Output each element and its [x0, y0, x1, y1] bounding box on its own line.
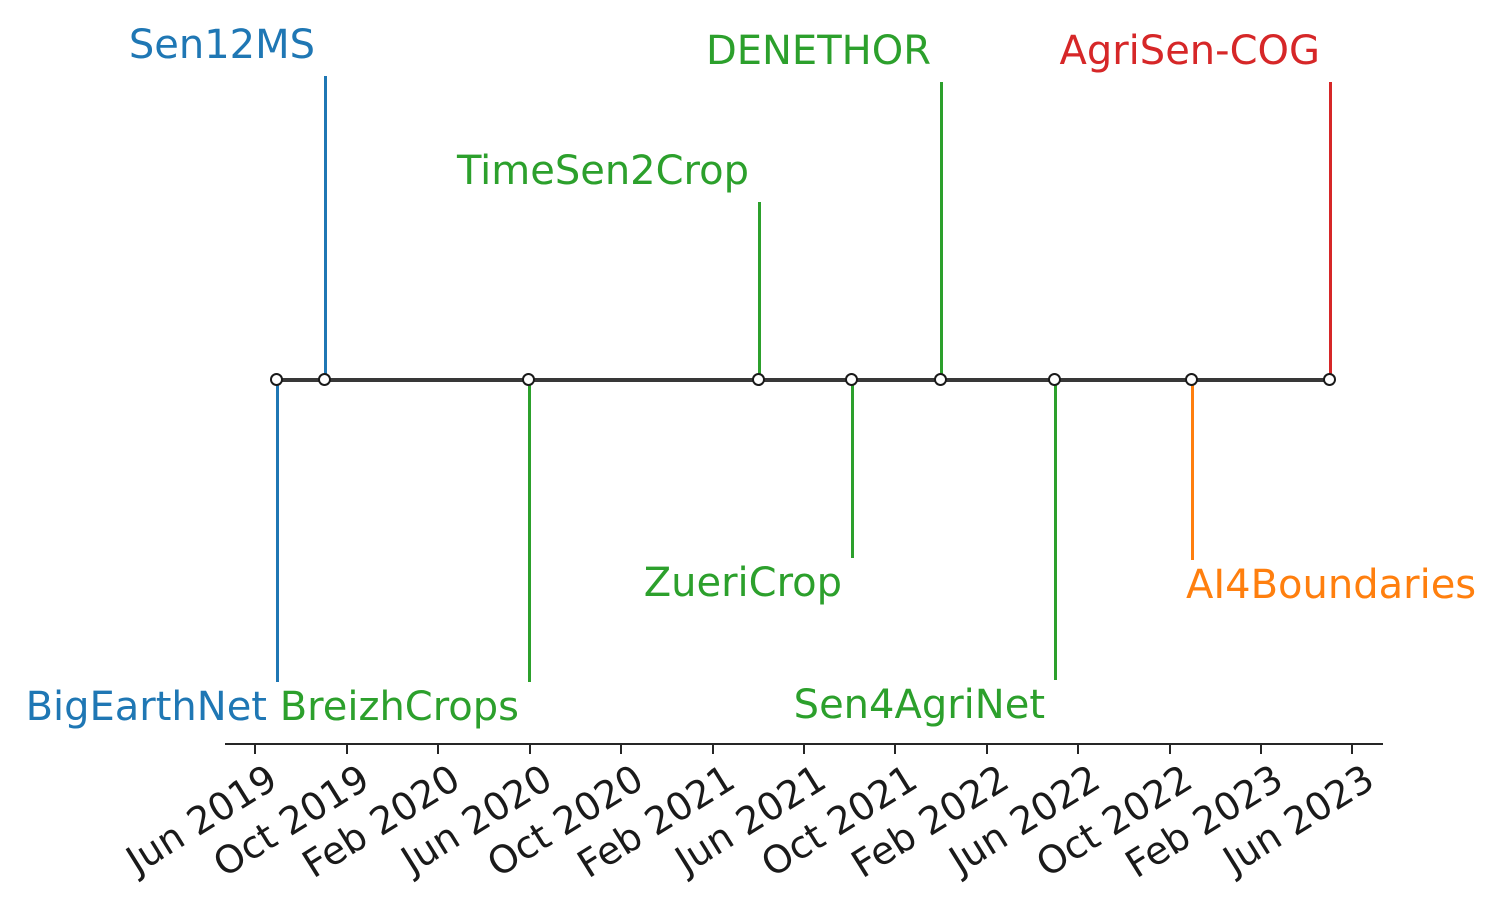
- x-axis-tick: [1260, 744, 1262, 754]
- event-stem-agrisen-cog: [1328, 82, 1332, 380]
- event-marker-sen12ms: [318, 373, 331, 386]
- event-label-timesen2crop: TimeSen2Crop: [456, 148, 749, 194]
- event-stem-breizhcrops: [527, 380, 531, 682]
- event-label-ai4boundaries: AI4Boundaries: [1186, 562, 1477, 608]
- event-stem-zuericrop: [850, 380, 854, 558]
- event-marker-timesen2crop: [752, 373, 765, 386]
- x-axis-tick: [1351, 744, 1353, 754]
- event-stem-sen12ms: [323, 76, 327, 380]
- x-axis-tick: [894, 744, 896, 754]
- event-stem-timesen2crop: [757, 202, 761, 380]
- timeline-line: [277, 378, 1330, 382]
- x-axis-tick: [620, 744, 622, 754]
- event-label-breizhcrops: BreizhCrops: [279, 684, 519, 730]
- event-marker-ai4boundaries: [1185, 373, 1198, 386]
- event-label-denethor: DENETHOR: [705, 28, 931, 74]
- event-stem-sen4agrinet: [1053, 380, 1057, 680]
- x-axis-tick: [1169, 744, 1171, 754]
- event-stem-ai4boundaries: [1190, 380, 1194, 560]
- x-axis-tick: [712, 744, 714, 754]
- x-axis-tick: [1077, 744, 1079, 754]
- event-stem-bigearthnet: [275, 380, 279, 682]
- event-stem-denethor: [939, 82, 943, 380]
- event-marker-agrisen-cog: [1323, 373, 1336, 386]
- event-marker-sen4agrinet: [1048, 373, 1061, 386]
- event-marker-bigearthnet: [270, 373, 283, 386]
- x-axis-tick: [437, 744, 439, 754]
- x-axis-tick: [529, 744, 531, 754]
- event-label-sen12ms: Sen12MS: [128, 22, 315, 68]
- event-marker-denethor: [934, 373, 947, 386]
- event-marker-zuericrop: [845, 373, 858, 386]
- event-label-sen4agrinet: Sen4AgriNet: [793, 682, 1045, 728]
- x-axis-tick: [346, 744, 348, 754]
- x-axis-tick: [254, 744, 256, 754]
- event-marker-breizhcrops: [522, 373, 535, 386]
- event-label-bigearthnet: BigEarthNet: [25, 684, 267, 730]
- x-axis-tick: [986, 744, 988, 754]
- event-label-agrisen-cog: AgriSen-COG: [1059, 28, 1320, 74]
- event-label-zuericrop: ZueriCrop: [643, 560, 842, 606]
- x-axis-tick: [803, 744, 805, 754]
